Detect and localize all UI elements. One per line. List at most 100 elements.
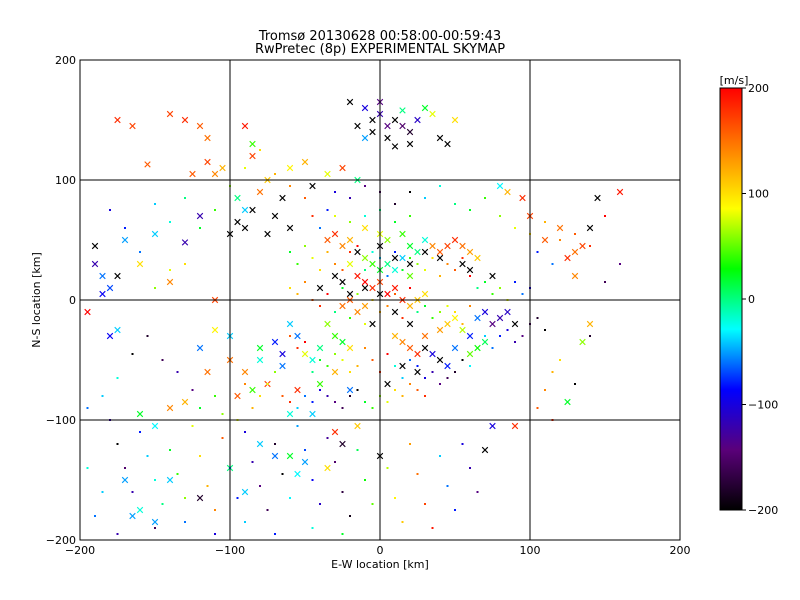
data-point-cross bbox=[459, 326, 466, 334]
data-point-cross bbox=[481, 338, 489, 346]
data-point-dot bbox=[214, 395, 216, 397]
data-point-dot bbox=[401, 317, 404, 319]
data-point-cross bbox=[354, 422, 361, 430]
data-point-dot bbox=[431, 257, 434, 259]
data-point-cross bbox=[414, 350, 421, 358]
data-point-cross bbox=[331, 428, 339, 436]
colorbar-ticks: 200 100 0 −100 −200 bbox=[742, 82, 778, 517]
data-point-dot bbox=[334, 461, 336, 463]
data-point-dot bbox=[536, 407, 539, 409]
data-point-dot bbox=[124, 467, 126, 469]
data-point-cross bbox=[166, 404, 174, 412]
x-tick-label-3: 100 bbox=[520, 544, 541, 557]
data-point-cross bbox=[129, 512, 136, 520]
data-point-dot bbox=[521, 293, 524, 295]
data-point-dot bbox=[274, 173, 276, 175]
data-point-dot bbox=[176, 371, 179, 373]
data-point-cross bbox=[391, 116, 399, 124]
data-point-dot bbox=[94, 515, 96, 517]
data-point-cross bbox=[279, 350, 286, 358]
data-point-dot bbox=[311, 257, 314, 259]
data-point-cross bbox=[361, 278, 369, 286]
data-point-cross bbox=[421, 332, 429, 340]
data-point-dot bbox=[259, 395, 261, 397]
data-point-dot bbox=[401, 269, 404, 271]
data-point-dot bbox=[326, 395, 329, 397]
data-point-dot bbox=[161, 503, 164, 505]
data-point-cross bbox=[511, 422, 519, 430]
data-point-dot bbox=[199, 455, 201, 457]
data-point-cross bbox=[384, 236, 391, 244]
data-point-cross bbox=[271, 212, 279, 220]
data-point-dot bbox=[409, 191, 411, 193]
data-point-cross bbox=[264, 230, 271, 238]
colorbar-tick-label-1: 100 bbox=[748, 188, 769, 201]
data-point-dot bbox=[514, 281, 516, 283]
data-point-dot bbox=[304, 281, 306, 283]
data-point-dot bbox=[334, 353, 336, 355]
data-point-dot bbox=[469, 275, 471, 277]
data-point-dot bbox=[131, 353, 134, 355]
data-point-dot bbox=[281, 395, 284, 397]
data-point-cross bbox=[286, 164, 294, 172]
data-point-cross bbox=[331, 230, 339, 238]
data-point-cross bbox=[151, 422, 159, 430]
data-point-cross bbox=[331, 332, 339, 340]
data-point-dot bbox=[544, 221, 546, 223]
data-point-cross bbox=[384, 290, 391, 298]
y-tick-label-3: 100 bbox=[55, 174, 76, 187]
data-point-cross bbox=[346, 386, 354, 394]
data-point-dot bbox=[319, 269, 321, 271]
data-point-cross bbox=[391, 266, 399, 274]
data-point-dot bbox=[574, 233, 576, 235]
x-tick-label-4: 200 bbox=[670, 544, 691, 557]
data-point-dot bbox=[356, 365, 359, 367]
data-point-dot bbox=[154, 527, 156, 529]
data-point-cross bbox=[121, 236, 129, 244]
data-point-cross bbox=[324, 464, 331, 472]
data-point-cross bbox=[324, 170, 331, 178]
data-point-cross bbox=[346, 260, 354, 268]
data-point-dot bbox=[604, 281, 606, 283]
data-point-cross bbox=[211, 170, 219, 178]
data-point-dot bbox=[431, 317, 434, 319]
data-point-cross bbox=[189, 170, 196, 178]
data-point-cross bbox=[279, 362, 286, 370]
data-point-cross bbox=[309, 182, 316, 190]
data-point-cross bbox=[384, 134, 391, 142]
data-point-cross bbox=[196, 212, 204, 220]
data-point-dot bbox=[431, 527, 434, 529]
data-point-dot bbox=[191, 425, 194, 427]
data-point-cross bbox=[121, 476, 129, 484]
data-point-dot bbox=[431, 371, 434, 373]
data-point-cross bbox=[406, 260, 414, 268]
data-point-dot bbox=[461, 323, 464, 325]
data-point-dot bbox=[311, 479, 314, 481]
data-point-dot bbox=[499, 287, 501, 289]
data-point-dot bbox=[371, 407, 374, 409]
colorbar-tick-label-3: −100 bbox=[748, 399, 778, 412]
data-point-cross bbox=[354, 248, 361, 256]
data-point-dot bbox=[604, 215, 606, 217]
data-point-cross bbox=[511, 320, 519, 328]
x-tick-label-0: −200 bbox=[65, 544, 95, 557]
data-point-dot bbox=[296, 347, 299, 349]
data-point-dot bbox=[394, 497, 396, 499]
data-point-dot bbox=[169, 221, 171, 223]
data-point-dot bbox=[221, 437, 224, 439]
data-point-cross bbox=[361, 134, 369, 142]
data-point-dot bbox=[274, 371, 276, 373]
colorbar-tick-label-0: 200 bbox=[748, 82, 769, 95]
data-point-dot bbox=[154, 203, 156, 205]
data-point-cross bbox=[481, 308, 489, 316]
data-point-dot bbox=[349, 317, 351, 319]
data-point-cross bbox=[421, 344, 429, 352]
data-point-dot bbox=[416, 365, 419, 367]
data-point-cross bbox=[391, 332, 399, 340]
data-point-dot bbox=[221, 413, 224, 415]
data-point-dot bbox=[574, 383, 576, 385]
data-point-dot bbox=[319, 305, 321, 307]
y-tick-label-4: 200 bbox=[55, 54, 76, 67]
data-point-dot bbox=[394, 251, 396, 253]
data-point-dot bbox=[416, 263, 419, 265]
